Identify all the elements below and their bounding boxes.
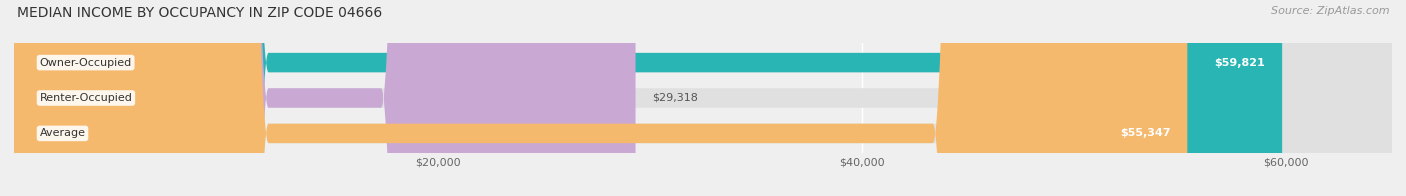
Text: Owner-Occupied: Owner-Occupied [39, 58, 132, 68]
FancyBboxPatch shape [14, 0, 636, 196]
FancyBboxPatch shape [14, 0, 1392, 196]
Text: Source: ZipAtlas.com: Source: ZipAtlas.com [1271, 6, 1389, 16]
Text: $29,318: $29,318 [652, 93, 699, 103]
Text: $59,821: $59,821 [1215, 58, 1265, 68]
FancyBboxPatch shape [14, 0, 1392, 196]
Text: Renter-Occupied: Renter-Occupied [39, 93, 132, 103]
Text: $55,347: $55,347 [1119, 128, 1170, 138]
FancyBboxPatch shape [14, 0, 1392, 196]
Text: Average: Average [39, 128, 86, 138]
FancyBboxPatch shape [14, 0, 1187, 196]
FancyBboxPatch shape [14, 0, 1282, 196]
Text: MEDIAN INCOME BY OCCUPANCY IN ZIP CODE 04666: MEDIAN INCOME BY OCCUPANCY IN ZIP CODE 0… [17, 6, 382, 20]
